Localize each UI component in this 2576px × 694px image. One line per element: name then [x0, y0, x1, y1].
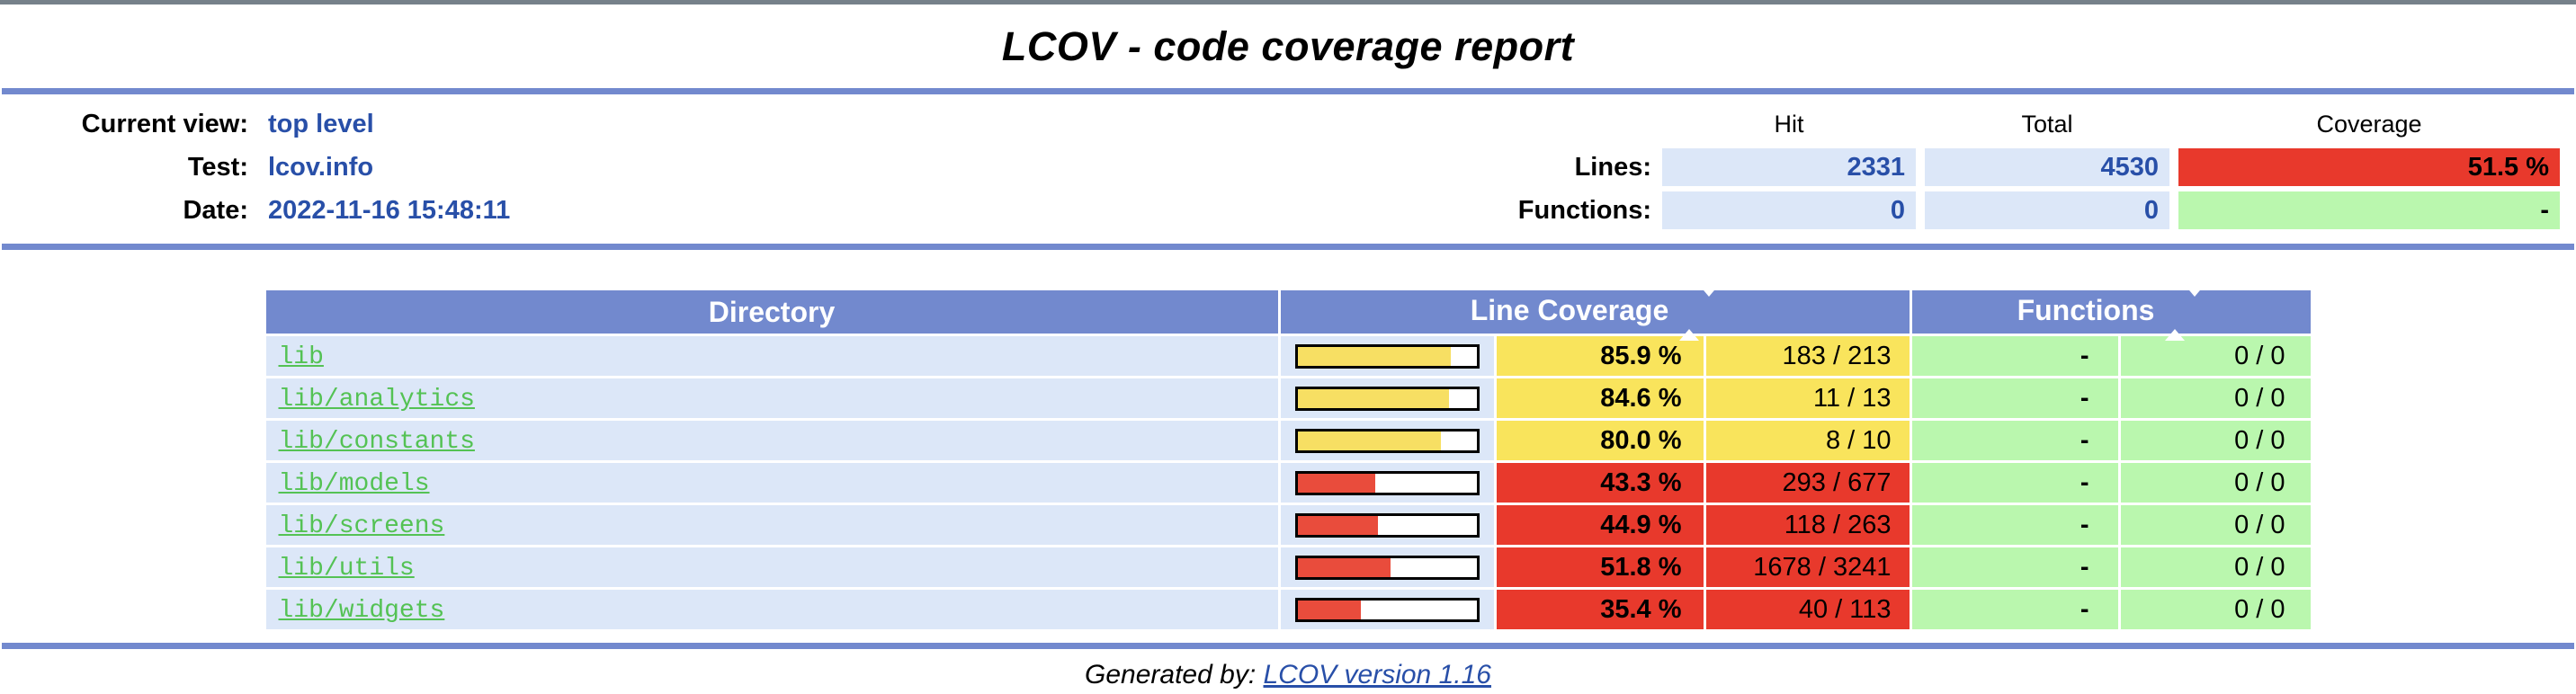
functions-column-header[interactable]: Functions: [1911, 284, 2311, 341]
test-value: lcov.info: [268, 152, 374, 182]
table-row: lib/constants 80.0 % 8 / 10 - 0 / 0: [265, 421, 2311, 460]
directory-link[interactable]: lib/utils: [278, 555, 415, 583]
functions-header-label: Functions: [2017, 294, 2155, 327]
line-coverage-ratio: 40 / 113: [1705, 590, 1910, 629]
line-coverage-ratio: 118 / 263: [1705, 505, 1910, 545]
functions-coverage-ratio: 0 / 0: [2120, 505, 2311, 545]
table-row: lib/models 43.3 % 293 / 677 - 0 / 0: [265, 463, 2311, 503]
table-row: lib/utils 51.8 % 1678 / 3241 - 0 / 0: [265, 547, 2311, 587]
functions-coverage-percent: -: [1911, 378, 2118, 418]
functions-coverage-ratio: 0 / 0: [2120, 590, 2311, 629]
coverage-bar: [1294, 597, 1480, 622]
lines-total-value: 4530: [1925, 148, 2169, 186]
lines-hit-value: 2331: [1662, 148, 1916, 186]
line-coverage-percent: 51.8 %: [1496, 547, 1704, 587]
generated-by-label: Generated by:: [1085, 660, 1264, 690]
line-coverage-percent: 80.0 %: [1496, 421, 1704, 460]
coverage-bar: [1294, 386, 1480, 411]
line-coverage-header-label: Line Coverage: [1470, 294, 1669, 327]
coverage-bar: [1294, 343, 1480, 369]
directory-link[interactable]: lib/screens: [278, 512, 445, 540]
line-coverage-percent: 44.9 %: [1496, 505, 1704, 545]
functions-label: Functions:: [1517, 195, 1651, 225]
functions-coverage-percent: -: [1911, 547, 2118, 587]
functions-coverage-percent: -: [1911, 590, 2118, 629]
directory-link[interactable]: lib/analytics: [278, 386, 475, 414]
window-top-edge: [0, 0, 2576, 4]
functions-coverage-percent: -: [1911, 505, 2118, 545]
date-value: 2022-11-16 15:48:11: [268, 195, 511, 225]
table-row: lib/screens 44.9 % 118 / 263 - 0 / 0: [265, 505, 2311, 545]
line-coverage-percent: 84.6 %: [1496, 378, 1704, 418]
table-row: lib/analytics 84.6 % 11 / 13 - 0 / 0: [265, 378, 2311, 418]
total-column-header: Total: [2021, 110, 2073, 138]
functions-total-value: 0: [1925, 191, 2169, 229]
test-label: Test:: [187, 152, 248, 182]
coverage-bar: [1294, 512, 1480, 538]
table-header-row: Directory Line Coverage Functions: [265, 284, 2311, 341]
footer: Generated by: LCOV version 1.16: [0, 660, 2576, 690]
functions-coverage-value: -: [2178, 191, 2560, 229]
ruler-middle: [2, 244, 2574, 250]
functions-coverage-ratio: 0 / 0: [2120, 378, 2311, 418]
lcov-version-link[interactable]: LCOV version 1.16: [1263, 660, 1491, 690]
table-row: lib 85.9 % 183 / 213 - 0 / 0: [265, 336, 2311, 376]
report-header: Current view: top level Hit Total Covera…: [0, 94, 2576, 244]
lines-label: Lines:: [1574, 152, 1651, 182]
sort-updown-icon[interactable]: [2165, 284, 2205, 341]
table-row: lib/widgets 35.4 % 40 / 113 - 0 / 0: [265, 590, 2311, 629]
functions-coverage-ratio: 0 / 0: [2120, 547, 2311, 587]
functions-coverage-ratio: 0 / 0: [2120, 421, 2311, 460]
functions-hit-value: 0: [1662, 191, 1916, 229]
page-title: LCOV - code coverage report: [1001, 22, 1575, 69]
sort-updown-icon[interactable]: [1679, 284, 1720, 341]
directory-link[interactable]: lib/widgets: [278, 597, 445, 625]
current-view-value: top level: [268, 109, 374, 138]
hit-column-header: Hit: [1774, 110, 1804, 138]
functions-coverage-percent: -: [1911, 336, 2118, 376]
line-coverage-column-header[interactable]: Line Coverage: [1280, 284, 1910, 341]
ruler-bottom: [2, 643, 2574, 649]
directory-column-header[interactable]: Directory: [265, 290, 1278, 334]
date-label: Date:: [183, 195, 248, 225]
ruler-top: [2, 88, 2574, 94]
directory-coverage-table: Directory Line Coverage Functions lib 85…: [264, 284, 2313, 632]
directory-link[interactable]: lib/constants: [278, 428, 475, 456]
coverage-bar: [1294, 555, 1480, 580]
directory-link[interactable]: lib: [278, 343, 324, 371]
line-coverage-ratio: 183 / 213: [1705, 336, 1910, 376]
directory-link[interactable]: lib/models: [278, 470, 430, 498]
line-coverage-ratio: 1678 / 3241: [1705, 547, 1910, 587]
functions-coverage-percent: -: [1911, 463, 2118, 503]
title-bar: LCOV - code coverage report: [0, 4, 2576, 88]
functions-coverage-ratio: 0 / 0: [2120, 336, 2311, 376]
line-coverage-ratio: 293 / 677: [1705, 463, 1910, 503]
line-coverage-percent: 85.9 %: [1496, 336, 1704, 376]
lines-coverage-value: 51.5 %: [2178, 148, 2560, 186]
coverage-bar: [1294, 428, 1480, 453]
line-coverage-ratio: 11 / 13: [1705, 378, 1910, 418]
line-coverage-percent: 43.3 %: [1496, 463, 1704, 503]
functions-coverage-percent: -: [1911, 421, 2118, 460]
line-coverage-ratio: 8 / 10: [1705, 421, 1910, 460]
coverage-bar: [1294, 470, 1480, 495]
functions-coverage-ratio: 0 / 0: [2120, 463, 2311, 503]
coverage-column-header: Coverage: [2316, 110, 2422, 138]
current-view-label: Current view:: [81, 109, 248, 138]
line-coverage-percent: 35.4 %: [1496, 590, 1704, 629]
